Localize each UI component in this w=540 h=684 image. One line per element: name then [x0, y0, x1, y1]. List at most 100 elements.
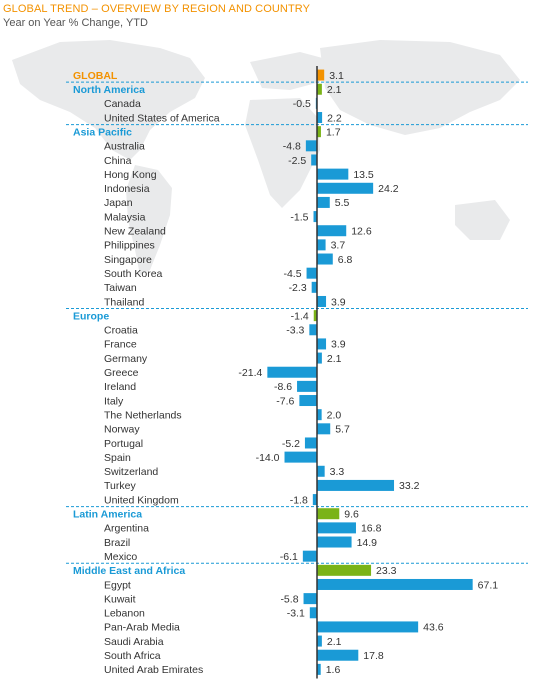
- category-label: Spain: [104, 452, 131, 464]
- category-label: Japan: [104, 197, 133, 209]
- value-label: 13.5: [353, 169, 374, 181]
- category-label: Malaysia: [104, 211, 146, 223]
- bar-country-25: [317, 423, 331, 435]
- category-label: Philippines: [104, 240, 155, 252]
- bar-country-13: [317, 253, 333, 265]
- bar-country-20: [317, 352, 322, 364]
- bar-global-0: [317, 69, 325, 81]
- bar-region-35: [317, 564, 372, 576]
- value-label: 1.7: [326, 126, 341, 138]
- category-label: United Kingdom: [104, 494, 179, 506]
- value-label: 2.1: [327, 353, 342, 365]
- bar-country-29: [317, 479, 395, 491]
- value-label: 6.8: [338, 254, 353, 266]
- bar-country-42: [317, 663, 321, 675]
- bar-country-27: [284, 451, 317, 463]
- value-label: 2.1: [327, 84, 342, 96]
- category-label: North America: [73, 84, 145, 96]
- chart-subtitle: Year on Year % Change, YTD: [3, 17, 148, 29]
- value-label: -6.1: [280, 551, 298, 563]
- bar-country-32: [317, 522, 356, 534]
- value-label: -1.4: [291, 310, 309, 322]
- category-label: Lebanon: [104, 608, 145, 620]
- category-label: Kuwait: [104, 593, 136, 605]
- bar-country-11: [317, 225, 347, 237]
- category-label: The Netherlands: [104, 409, 182, 421]
- category-label: Canada: [104, 98, 141, 110]
- category-label: Hong Kong: [104, 169, 157, 181]
- value-label: -4.8: [283, 141, 301, 153]
- value-label: 16.8: [361, 523, 382, 535]
- category-label: Turkey: [104, 480, 136, 492]
- value-label: -2.3: [289, 282, 307, 294]
- value-label: -14.0: [256, 452, 280, 464]
- bar-country-28: [317, 465, 325, 477]
- value-label: -3.3: [286, 325, 304, 337]
- value-label: -5.2: [282, 438, 300, 450]
- bar-region-1: [317, 83, 322, 95]
- chart-title: GLOBAL TREND – OVERVIEW BY REGION AND CO…: [3, 3, 311, 15]
- bar-country-5: [305, 140, 317, 152]
- bar-country-24: [317, 409, 322, 421]
- bar-country-37: [303, 593, 317, 605]
- value-label: 3.1: [329, 70, 344, 82]
- category-label: Pan-Arab Media: [104, 622, 180, 634]
- value-label: -8.6: [274, 381, 292, 393]
- value-label: -5.8: [280, 593, 298, 605]
- bar-country-12: [317, 239, 326, 251]
- value-label: 33.2: [399, 480, 420, 492]
- value-label: 14.9: [357, 537, 378, 549]
- value-label: 2.1: [327, 636, 342, 648]
- bar-country-23: [299, 395, 317, 407]
- category-label: France: [104, 339, 137, 351]
- bar-country-16: [317, 295, 327, 307]
- category-label: New Zealand: [104, 226, 166, 238]
- bar-country-41: [317, 649, 359, 661]
- category-label: Europe: [73, 310, 109, 322]
- value-label: -21.4: [238, 367, 262, 379]
- category-label: China: [104, 155, 132, 167]
- bar-country-33: [317, 536, 352, 548]
- world-map-background: [12, 40, 520, 275]
- category-label: Argentina: [104, 523, 149, 535]
- bar-country-18: [309, 324, 317, 336]
- value-label: 67.1: [478, 579, 499, 591]
- category-label: South Korea: [104, 268, 163, 280]
- value-label: 23.3: [376, 565, 397, 577]
- category-label: South Africa: [104, 650, 161, 662]
- category-label: Indonesia: [104, 183, 150, 195]
- category-label: Middle East and Africa: [73, 565, 185, 577]
- category-label: GLOBAL: [73, 70, 118, 82]
- bar-country-39: [317, 621, 419, 633]
- category-label: Saudi Arabia: [104, 636, 164, 648]
- value-label: 3.9: [331, 296, 346, 308]
- category-label: Thailand: [104, 296, 144, 308]
- category-label: Norway: [104, 424, 140, 436]
- value-label: 3.9: [331, 339, 346, 351]
- value-label: -1.5: [290, 211, 308, 223]
- value-label: 1.6: [326, 664, 341, 676]
- bar-country-22: [297, 380, 317, 392]
- bar-country-8: [317, 182, 374, 194]
- bar-country-7: [317, 168, 349, 180]
- category-label: Taiwan: [104, 282, 137, 294]
- category-label: United States of America: [104, 112, 220, 124]
- bar-country-6: [311, 154, 317, 166]
- value-label: 24.2: [378, 183, 399, 195]
- bar-country-30: [312, 494, 317, 506]
- category-label: Ireland: [104, 381, 136, 393]
- category-label: Latin America: [73, 509, 142, 521]
- value-label: 2.0: [327, 409, 342, 421]
- bar-country-3: [317, 112, 323, 124]
- bar-country-26: [304, 437, 317, 449]
- category-label: Australia: [104, 141, 145, 153]
- category-label: Portugal: [104, 438, 143, 450]
- bar-country-15: [311, 281, 317, 293]
- value-label: 43.6: [423, 622, 444, 634]
- bar-region-17: [313, 310, 317, 322]
- category-label: Switzerland: [104, 466, 158, 478]
- value-label: 3.3: [330, 466, 345, 478]
- value-label: -4.5: [283, 268, 301, 280]
- value-label: -0.5: [293, 98, 311, 110]
